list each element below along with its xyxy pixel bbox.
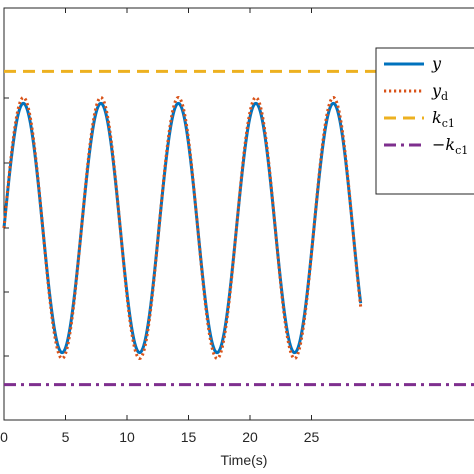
x-tick-label-10: 10 <box>119 429 135 445</box>
legend: y yd kc1 −kc1 <box>375 47 474 195</box>
legend-label-3: kc1 <box>432 108 455 130</box>
legend-box <box>375 47 474 195</box>
x-tick-label-0: 0 <box>0 429 8 445</box>
legend-label-2: yd <box>431 81 448 103</box>
legend-label-4: −kc1 <box>432 135 468 157</box>
x-axis: 0 5 10 15 20 25 <box>0 8 319 445</box>
x-tick-label-20: 20 <box>242 429 258 445</box>
x-axis-label: Time(s) <box>221 452 268 468</box>
x-tick-label-5: 5 <box>62 429 70 445</box>
x-tick-label-15: 15 <box>181 429 197 445</box>
x-tick-label-25: 25 <box>304 429 320 445</box>
series-line-2 <box>2 95 363 361</box>
legend-label-1: y <box>431 54 442 73</box>
